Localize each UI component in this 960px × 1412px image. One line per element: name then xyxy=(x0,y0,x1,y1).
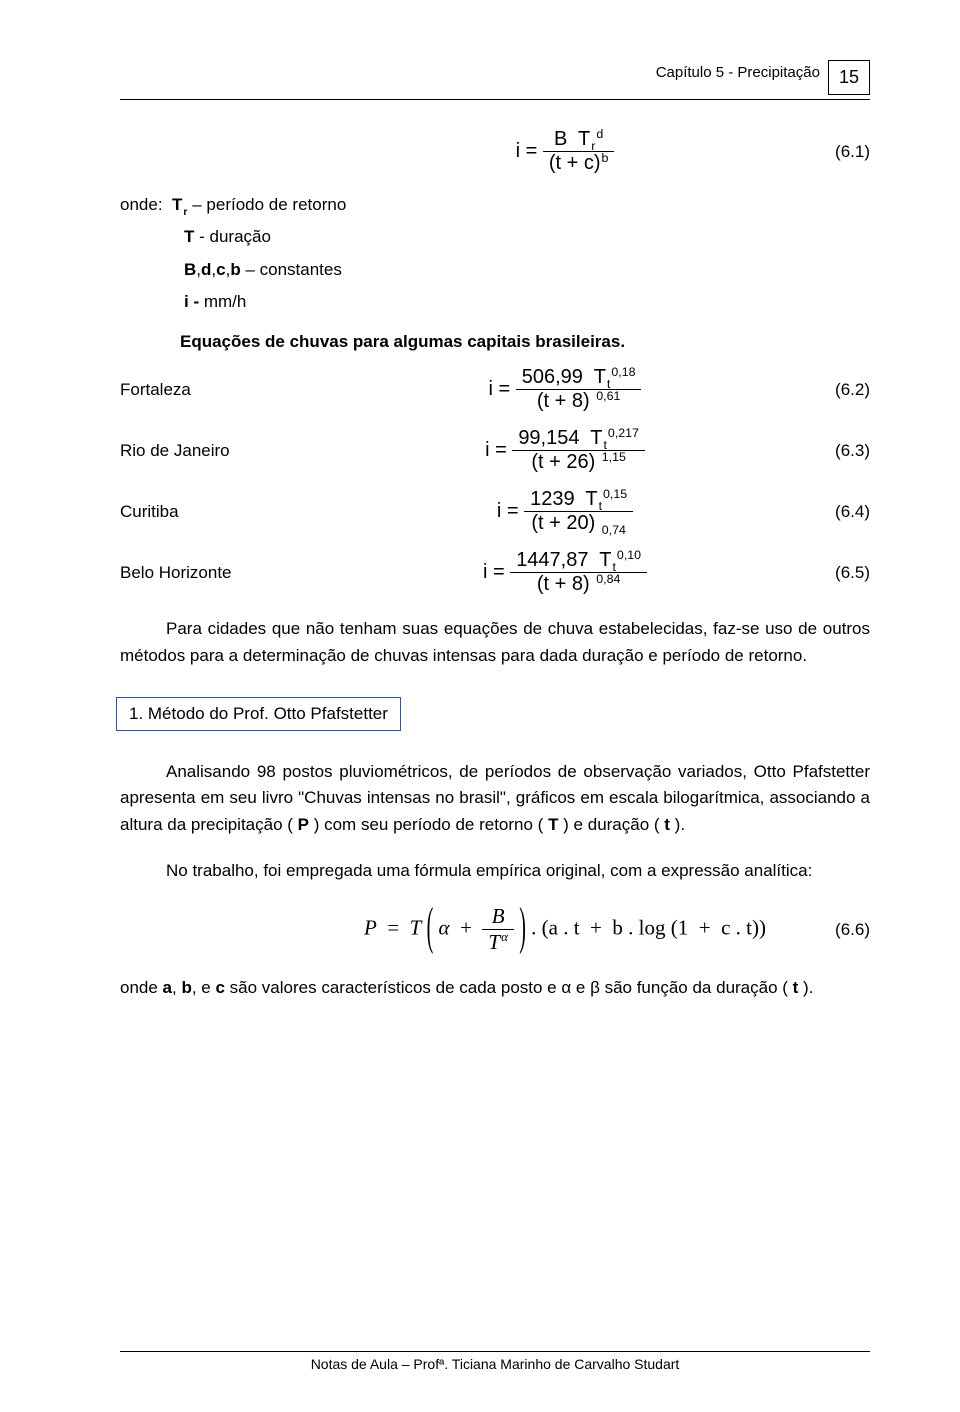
city-curitiba: Curitiba xyxy=(120,502,320,522)
paragraph-2: Analisando 98 postos pluviométricos, de … xyxy=(120,759,870,838)
equation-rio: Rio de Janeiro i = 99,154 Tt0,217 (t + 2… xyxy=(120,427,870,474)
equation-6-1: i = B Trd (t + c)b (6.1) xyxy=(120,128,870,175)
eq1-fraction: B Trd (t + c)b xyxy=(543,128,615,175)
paragraph-4: onde a, b, e c são valores característic… xyxy=(120,975,870,1001)
equation-6-6: P = T ( α + B Tα ) . (a . t + b . log (1… xyxy=(120,904,870,955)
eq-num-6-3: (6.3) xyxy=(810,441,870,461)
footer-rule xyxy=(120,1351,870,1352)
page-footer: Notas de Aula – Profª. Ticiana Marinho d… xyxy=(120,1351,870,1372)
paragraph-3: No trabalho, foi empregada uma fórmula e… xyxy=(120,858,870,884)
city-rio: Rio de Janeiro xyxy=(120,441,320,461)
eq-num-6-5: (6.5) xyxy=(810,563,870,583)
equation-fortaleza: Fortaleza i = 506,99 Tt0,18 (t + 8) 0,61… xyxy=(120,366,870,413)
eq-num-6-4: (6.4) xyxy=(810,502,870,522)
equation-curitiba: Curitiba i = 1239 Tt0,15 (t + 20) 0,74 (… xyxy=(120,488,870,535)
variable-definitions: onde: Tr – período de retorno T - duraçã… xyxy=(120,189,870,318)
header-rule xyxy=(120,99,870,100)
paragraph-1: Para cidades que não tenham suas equaçõe… xyxy=(120,616,870,669)
eq-num-6-2: (6.2) xyxy=(810,380,870,400)
footer-text: Notas de Aula – Profª. Ticiana Marinho d… xyxy=(120,1356,870,1372)
equation-bh: Belo Horizonte i = 1447,87 Tt0,10 (t + 8… xyxy=(120,549,870,596)
city-bh: Belo Horizonte xyxy=(120,563,320,583)
chapter-title: Capítulo 5 - Precipitação xyxy=(656,60,828,81)
page-header: Capítulo 5 - Precipitação 15 xyxy=(120,60,870,95)
page-number: 15 xyxy=(828,60,870,95)
subheading: Equações de chuvas para algumas capitais… xyxy=(180,332,870,352)
method-box: 1. Método do Prof. Otto Pfafstetter xyxy=(116,697,401,731)
eq1-number: (6.1) xyxy=(810,142,870,162)
eq-num-6-6: (6.6) xyxy=(810,920,870,940)
city-fortaleza: Fortaleza xyxy=(120,380,320,400)
eq1-lhs: i = xyxy=(516,140,538,162)
